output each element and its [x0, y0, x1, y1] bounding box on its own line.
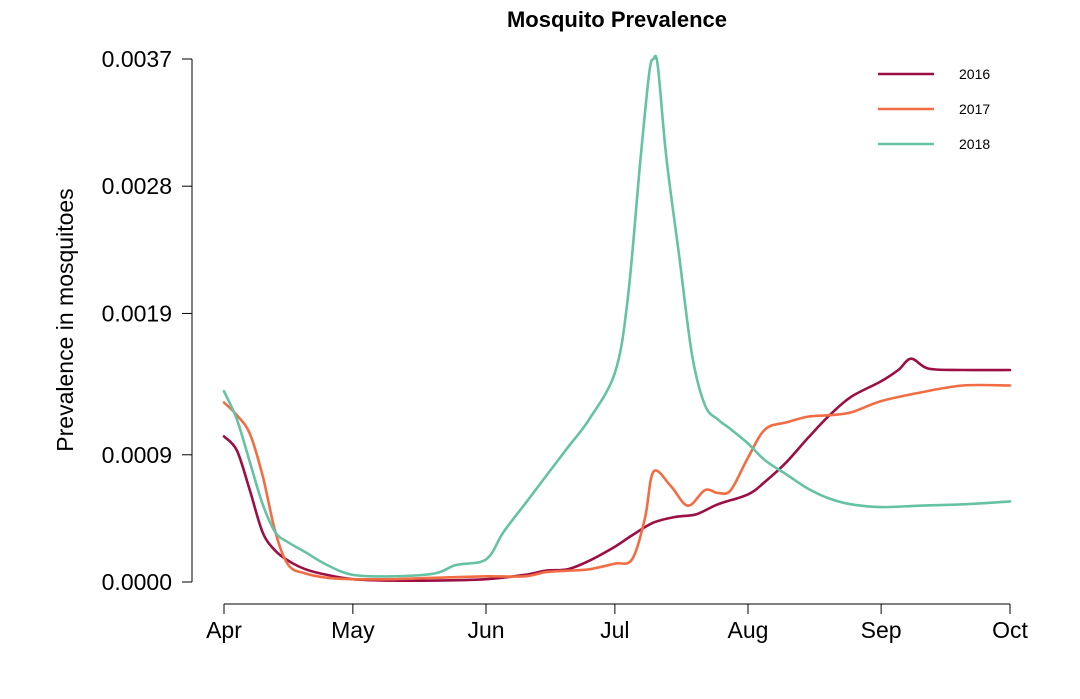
y-tick-label: 0.0028: [102, 173, 172, 199]
x-tick-label: Jun: [467, 617, 504, 643]
x-tick-label: Oct: [992, 617, 1028, 643]
legend-label-2018: 2018: [959, 136, 990, 152]
x-tick-label: Sep: [861, 617, 902, 643]
y-tick-label: 0.0019: [102, 300, 172, 326]
y-tick-label: 0.0000: [102, 569, 172, 595]
legend-label-2016: 2016: [959, 66, 990, 82]
x-tick-label: Jul: [600, 617, 629, 643]
series-line-2017: [222, 383, 1012, 581]
y-tick-label: 0.0009: [102, 442, 172, 468]
x-tick-label: May: [331, 617, 375, 643]
y-axis-label: Prevalence in mosquitoes: [52, 188, 78, 451]
series-lines: [222, 54, 1012, 583]
legend: 2016 2017 2018: [878, 66, 990, 152]
x-tick-label: Aug: [728, 617, 769, 643]
chart-title: Mosquito Prevalence: [507, 7, 727, 32]
series-line-2016: [222, 357, 1012, 583]
legend-label-2017: 2017: [959, 101, 990, 117]
y-axis: 0.0000 0.0009 0.0019 0.0028 0.0037: [102, 46, 193, 595]
x-tick-label: Apr: [206, 617, 242, 643]
series-line-2018: [222, 54, 1012, 578]
y-tick-label: 0.0037: [102, 46, 172, 72]
x-axis: Apr May Jun Jul Aug Sep Oct: [206, 603, 1028, 643]
